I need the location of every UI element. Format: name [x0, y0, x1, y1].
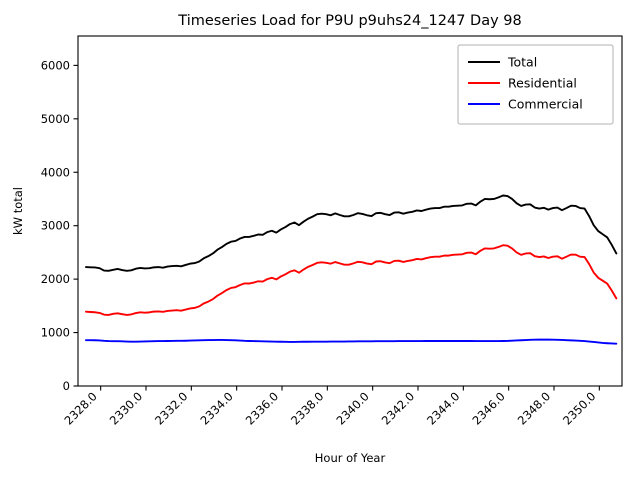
x-axis-label: Hour of Year [315, 451, 386, 465]
y-tick-label: 2000 [41, 272, 70, 286]
series-line-total [84, 194, 618, 272]
plot-frame [77, 35, 623, 387]
chart-title: Timeseries Load for P9U p9uhs24_1247 Day… [177, 13, 521, 29]
legend-label-commercial[interactable]: Commercial [508, 97, 583, 112]
legend-label-total[interactable]: Total [507, 55, 537, 70]
y-axis-label: kW total [11, 187, 25, 235]
series-line-residential [84, 244, 618, 316]
y-axis-ticks: 0 1000 2000 3000 4000 5000 6000 [41, 58, 78, 393]
y-tick-label: 3000 [41, 219, 70, 233]
y-tick-label: 5000 [41, 112, 70, 126]
chart-legend[interactable]: Total Residential Commercial [457, 44, 614, 125]
y-tick-label: 0 [63, 379, 70, 393]
series-line-commercial [84, 338, 618, 345]
y-tick-label: 6000 [41, 58, 70, 72]
y-tick-label: 4000 [41, 165, 70, 179]
y-tick-label: 1000 [41, 326, 70, 340]
data-series-group [84, 194, 618, 345]
legend-label-residential[interactable]: Residential [508, 76, 577, 91]
